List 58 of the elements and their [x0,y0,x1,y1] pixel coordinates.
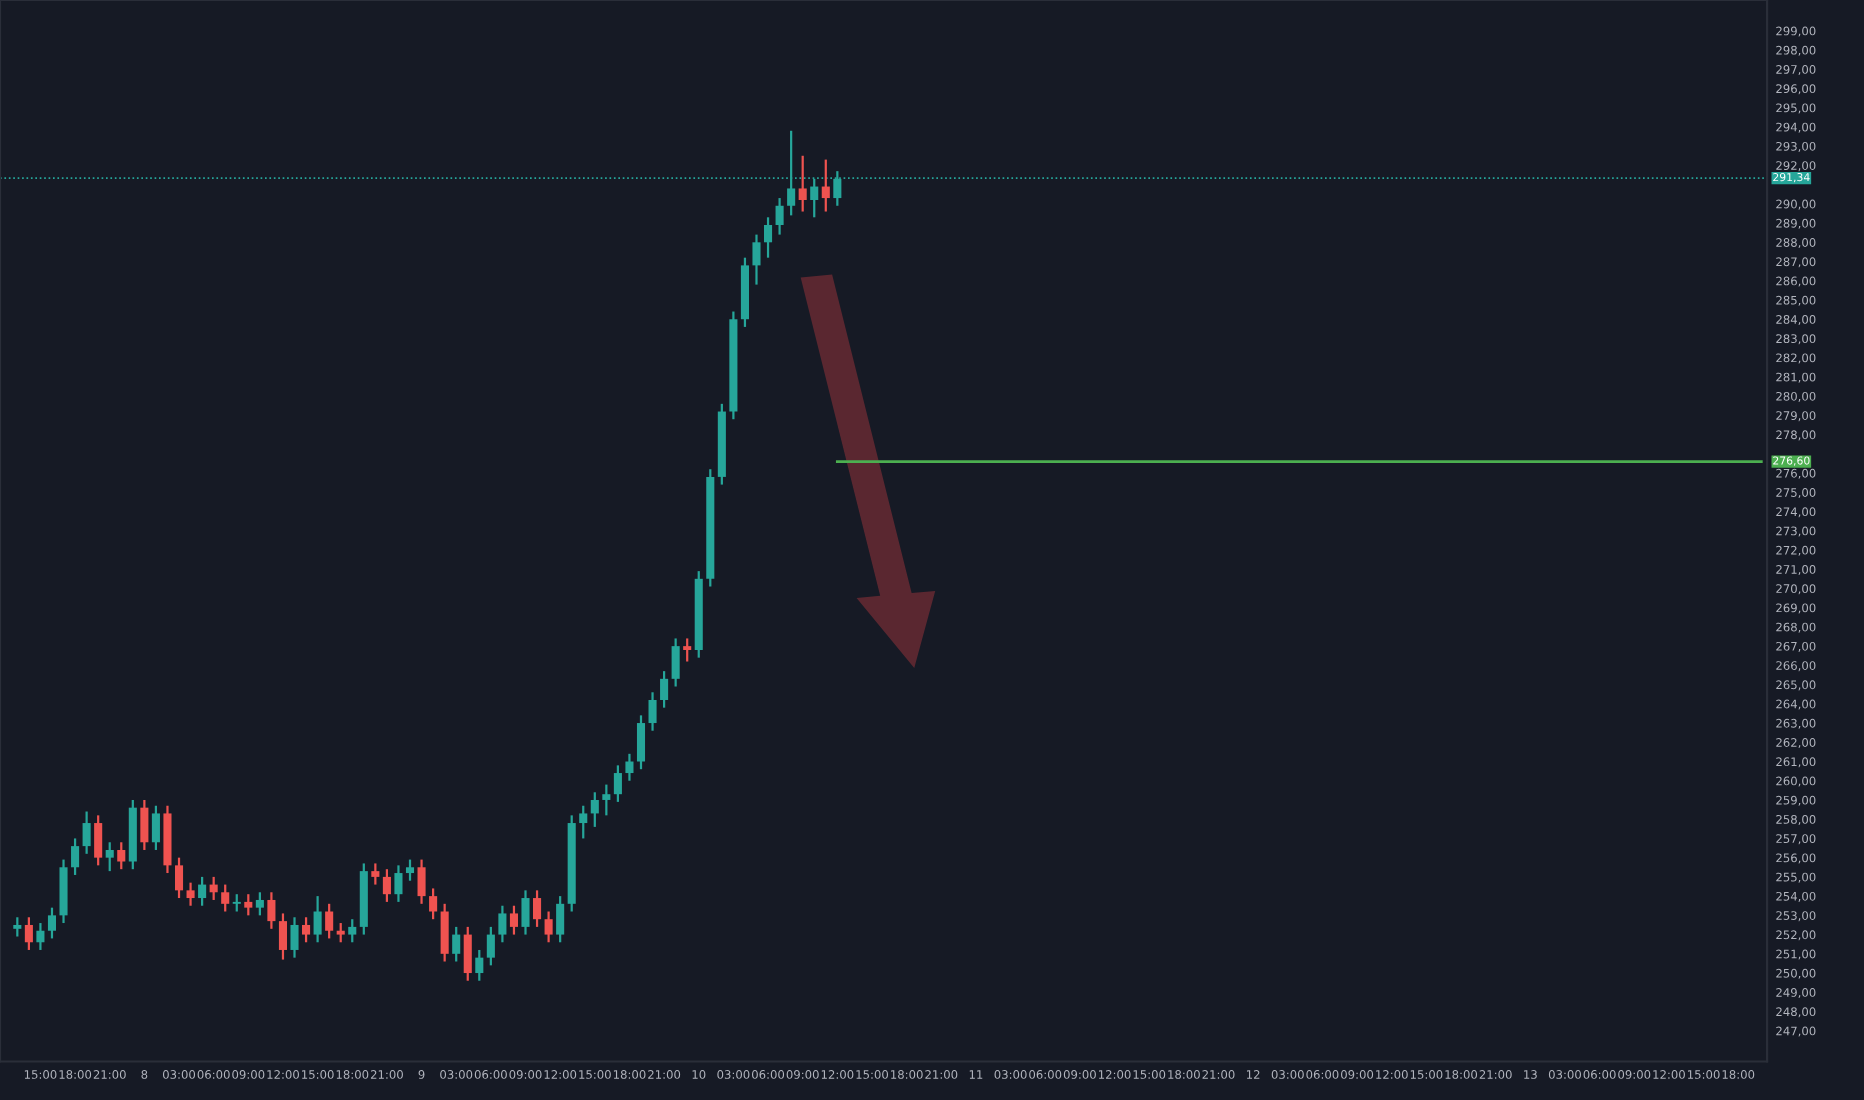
candlestick [244,893,253,917]
candlestick [140,798,149,852]
candlestick [486,925,495,967]
candlestick [683,637,692,663]
candlestick [198,875,207,907]
candlestick [417,858,426,905]
candlestick [452,925,461,963]
candlestick [544,910,553,944]
candlestick [521,889,530,936]
candlestick [648,691,657,732]
candlestick [313,895,322,944]
candlestick [325,902,334,940]
candlestick [221,883,230,913]
candlestick [255,891,264,917]
candlestick [186,881,195,907]
candlestick [660,670,669,709]
candlestick [348,918,357,944]
candlestick [174,856,184,900]
candlestick [302,916,311,944]
candlestick [475,948,484,982]
candlestick [290,916,299,959]
candlestick [579,804,588,840]
candlestick [13,916,22,938]
candlestick [117,841,126,871]
candlestick [82,810,91,855]
candlestick [533,889,542,928]
candlestick [429,887,438,921]
candlestick [625,752,634,782]
candlestick [405,858,415,882]
candlestick [371,862,380,886]
candlestick [775,196,784,236]
candlestick [382,868,391,903]
candlestick [613,764,622,803]
candlestick [752,233,761,286]
candlestick [36,921,45,952]
candlestick [590,791,599,828]
candlestick [394,864,403,903]
candlestick [509,904,518,936]
candlestick [440,902,449,963]
candlestick [821,158,830,213]
candlestick [105,841,114,873]
candlestick [24,916,33,952]
candlestick [798,154,807,213]
candlestick [209,875,218,902]
candlestick [278,912,287,961]
candlestick [556,895,565,944]
candlestick [602,783,611,817]
candlestick [151,804,160,852]
candlestick [764,216,773,259]
candlestick [336,921,345,944]
candlestick [71,837,80,877]
candlestick [94,814,103,867]
candlestick [636,714,646,771]
candlestick [498,904,507,944]
candlestick [267,891,276,930]
candlestick [47,906,57,940]
candlestick [463,925,472,982]
candlestick [671,637,680,688]
